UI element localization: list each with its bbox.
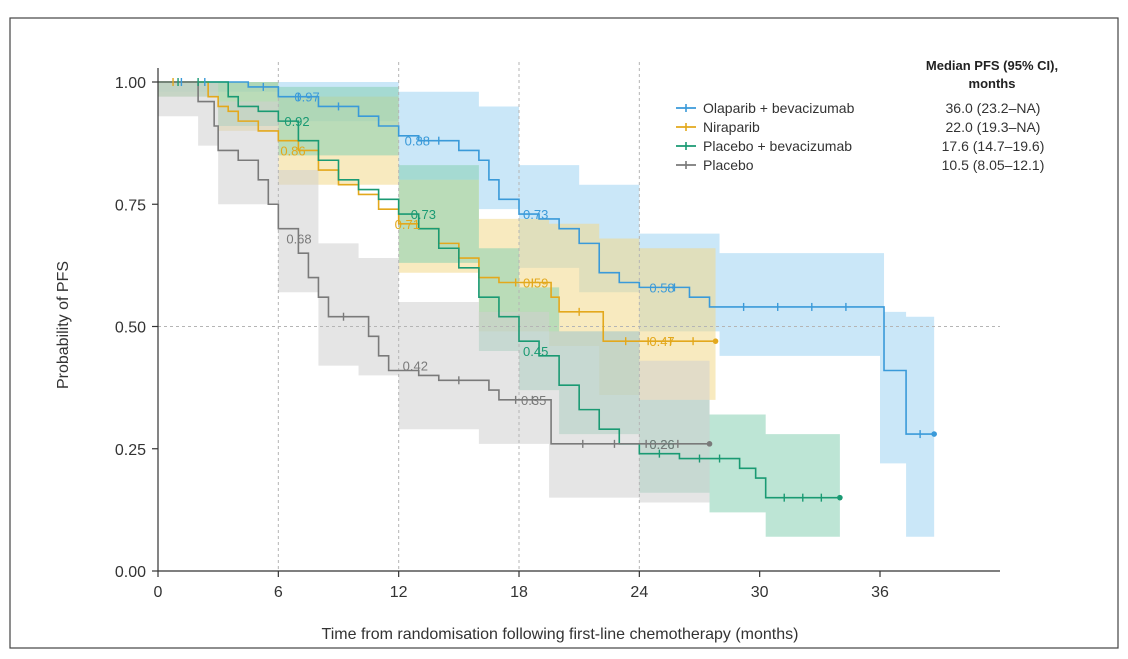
placebo-bevacizumab-median-label: 17.6 (14.7–19.6) (942, 138, 1045, 154)
olaparib-bevacizumab-median-label: 36.0 (23.2–NA) (946, 100, 1041, 116)
niraparib-median-label: 22.0 (19.3–NA) (946, 119, 1041, 135)
olaparib-bevacizumab-ci-band (158, 82, 935, 537)
x-tick-label: 0 (154, 584, 163, 601)
x-tick-label: 18 (510, 584, 528, 601)
olaparib-bevacizumab-curve (158, 81, 935, 435)
placebo-bevacizumab-value-label: 0.92 (284, 114, 309, 129)
olaparib-bevacizumab-value-label: 0.73 (523, 207, 548, 222)
placebo-curve (158, 81, 710, 445)
x-tick-label: 6 (274, 584, 283, 601)
olaparib-bevacizumab-value-label: 0.58 (649, 280, 674, 295)
niraparib-end-marker (712, 338, 719, 344)
placebo-value-label: 0.35 (521, 393, 546, 408)
placebo-bevacizumab-end-marker (837, 494, 843, 501)
olaparib-bevacizumab-value-label: 0.97 (294, 90, 319, 105)
y-axis-label: Probability of PFS (55, 261, 72, 389)
placebo-value-label: 0.26 (649, 437, 674, 452)
niraparib-value-label: 0.71 (395, 217, 420, 232)
axes: 0 6 12 18 24 30 36 0.00 0.25 0.50 0.75 1.00 (115, 68, 1000, 601)
placebo-end-marker (706, 441, 713, 447)
censor-ticks (172, 78, 937, 502)
placebo-bevacizumab-legend-label: Placebo + bevacizumab (703, 138, 852, 154)
x-tick-label: 24 (630, 584, 648, 601)
y-tick-label: 1.00 (115, 75, 146, 92)
chart-border (9, 17, 1119, 649)
niraparib-value-label: 0.47 (649, 334, 674, 349)
survival-curves (158, 81, 935, 499)
y-tick-label: 0.75 (115, 197, 146, 214)
x-tick-label: 36 (871, 584, 889, 601)
y-tick-label: 0.25 (115, 442, 146, 459)
placebo-bevacizumab-value-label: 0.26 (649, 437, 674, 452)
legend-title-line2: months (969, 76, 1016, 91)
placebo-median-label: 10.5 (8.05–12.1) (942, 157, 1045, 173)
niraparib-value-label: 0.86 (280, 143, 305, 158)
placebo-ci-band (158, 82, 710, 503)
x-axis-label: Time from randomisation following first-… (322, 626, 799, 643)
olaparib-bevacizumab-end-marker (931, 431, 937, 437)
olaparib-bevacizumab-legend-label: Olaparib + bevacizumab (703, 100, 855, 116)
niraparib-value-label: 0.59 (523, 275, 548, 290)
olaparib-bevacizumab-value-label: 0.88 (405, 134, 430, 149)
placebo-bevacizumab-curve (158, 81, 840, 499)
placebo-bevacizumab-value-label: 0.45 (523, 344, 548, 359)
placebo-value-label: 0.42 (403, 359, 428, 374)
placebo-bevacizumab-value-label: 0.73 (411, 207, 436, 222)
y-tick-label: 0.50 (115, 320, 146, 337)
placebo-value-label: 0.68 (286, 231, 311, 246)
placebo-legend-label: Placebo (703, 157, 754, 173)
x-tick-label: 30 (751, 584, 769, 601)
niraparib-legend-label: Niraparib (703, 119, 760, 135)
x-tick-label: 12 (390, 584, 408, 601)
legend-title-line1: Median PFS (95% CI), (926, 58, 1058, 73)
y-tick-label: 0.00 (115, 564, 146, 581)
legend: Median PFS (95% CI), months Olaparib + b… (676, 58, 1058, 173)
survival-annotations: 0.97 0.88 0.73 0.58 0.86 0.71 0.59 0.47 0.92 0.73… (280, 90, 674, 452)
